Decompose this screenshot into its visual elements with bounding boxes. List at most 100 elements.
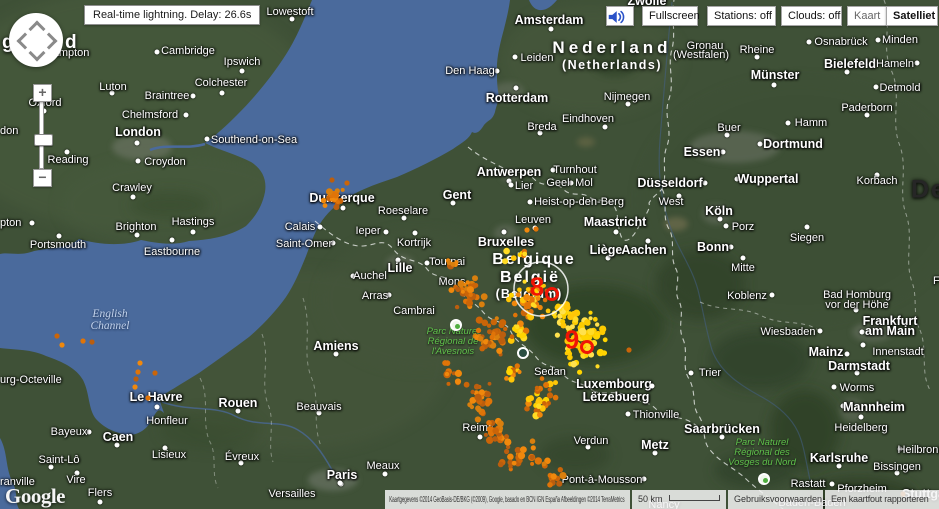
google-logo[interactable]: Google	[5, 484, 66, 508]
terms-link[interactable]: Gebruiksvoorwaarden	[728, 490, 823, 509]
satellite-type-button[interactable]: Satelliet	[886, 6, 938, 26]
pan-control[interactable]	[9, 13, 63, 67]
stations-toggle-button[interactable]: Stations: off	[707, 6, 776, 26]
report-error-link[interactable]: Een kaartfout rapporteren	[825, 490, 939, 509]
pan-left-icon[interactable]	[16, 32, 34, 50]
lightning-strike-dot	[454, 260, 459, 265]
city-dot	[771, 82, 777, 88]
city-dot	[914, 60, 920, 66]
sound-toggle-button[interactable]	[606, 6, 634, 26]
map-type-button[interactable]: Kaart	[847, 6, 887, 26]
lightning-strike-dot	[575, 331, 580, 336]
city-label: Nijmegen	[603, 91, 651, 103]
city-label: Karlsruhe	[809, 451, 869, 465]
city-dot	[424, 260, 430, 266]
lightning-strike-dot	[595, 322, 600, 327]
lightning-strike-dot	[559, 472, 567, 480]
city-label: Aachen	[621, 243, 667, 257]
city-dot	[109, 90, 115, 96]
city-label: Korbach	[856, 175, 898, 187]
city-label: Hamm	[794, 117, 828, 129]
city-label: Mainz	[808, 345, 844, 359]
clouds-toggle-button[interactable]: Clouds: off	[781, 6, 842, 26]
lightning-strike-dot	[602, 337, 608, 343]
lightning-strike-dot	[531, 288, 539, 296]
lightning-strike-dot	[484, 391, 491, 398]
city-label: Luton	[99, 81, 127, 93]
city-label: Rotterdam	[485, 91, 549, 105]
pan-down-icon[interactable]	[28, 44, 46, 62]
lightning-strike-dot	[550, 473, 557, 480]
city-dot	[74, 470, 80, 476]
city-dot	[204, 136, 210, 142]
city-label: Darmstadt	[828, 359, 890, 373]
city-dot	[757, 141, 763, 147]
city-label: Pont-à-Mousson	[561, 474, 643, 486]
city-label: Liège	[589, 243, 623, 257]
city-label: Colchester	[194, 77, 248, 89]
city-label: Metz	[641, 438, 669, 452]
lightning-strike-dot	[537, 304, 543, 311]
city-dot	[114, 442, 120, 448]
lightning-strike-dot	[595, 364, 600, 369]
city-dot	[897, 446, 903, 452]
lightning-strike-dot	[469, 397, 477, 404]
city-label: Reims	[462, 422, 494, 434]
lightning-strike-dot	[444, 371, 450, 377]
city-dot	[219, 90, 225, 96]
zoom-slider-handle[interactable]	[34, 134, 53, 146]
pan-right-icon[interactable]	[40, 32, 58, 50]
lightning-strike-dot	[543, 382, 550, 388]
lightning-strike-dot	[539, 376, 545, 381]
lightning-strike-dot	[477, 336, 484, 342]
city-dot	[688, 370, 694, 376]
city-dot	[29, 220, 35, 226]
city-label: Arras	[361, 290, 389, 302]
city-label: Essen	[683, 145, 721, 159]
speaker-icon	[608, 10, 625, 24]
lightning-strike-dot	[511, 460, 517, 466]
lightning-strike-dot	[518, 333, 525, 339]
city-label: Lier	[514, 180, 534, 192]
city-label: Porz	[731, 221, 755, 233]
lightning-strike-dot	[552, 394, 559, 401]
city-dot	[754, 54, 760, 60]
lightning-strike-dot	[514, 446, 522, 454]
city-label: Lisieux	[151, 449, 187, 461]
lightning-strike-dot	[486, 323, 492, 328]
city-label: Bruxelles	[477, 235, 535, 249]
lightning-strike-dot	[515, 292, 521, 298]
lightning-strike-dot	[135, 369, 141, 375]
city-dot	[548, 26, 554, 32]
lightning-strike-dot	[517, 369, 522, 375]
city-label: Brighton	[115, 221, 157, 233]
lightning-strike-dot	[89, 339, 95, 345]
attribution-text: Kaartgegevens ©2014 GeoBasis-DE/BKG (©20…	[385, 490, 630, 509]
city-label: Mol	[575, 177, 593, 189]
lightning-strike-dot	[533, 226, 539, 232]
lightning-strike-dot	[553, 380, 558, 386]
lightning-strike-dot	[483, 432, 488, 437]
lightning-strike-dot	[514, 363, 520, 369]
city-label: Mannheim	[843, 400, 905, 414]
fullscreen-button[interactable]: Fullscreen	[642, 6, 700, 26]
lightning-strike-dot	[487, 340, 492, 345]
lightning-strike-dot	[537, 411, 543, 418]
lightning-strike-dot	[566, 344, 571, 350]
city-label: Meaux	[366, 460, 400, 472]
lightning-strike-dot	[137, 360, 143, 366]
zoom-in-button[interactable]: +	[33, 84, 52, 102]
city-dot	[585, 444, 591, 450]
strike-count-marker: 8	[529, 271, 545, 302]
lightning-strike-dot	[527, 313, 535, 321]
zoom-out-button[interactable]: −	[33, 169, 52, 187]
city-dot	[154, 404, 160, 410]
pan-up-icon[interactable]	[28, 20, 46, 38]
lightning-strike-dot	[525, 395, 533, 403]
country-label: (Netherlands)	[561, 58, 663, 72]
city-label: ranville	[0, 476, 35, 488]
city-label: Calais	[284, 221, 316, 233]
city-dot	[382, 471, 388, 477]
